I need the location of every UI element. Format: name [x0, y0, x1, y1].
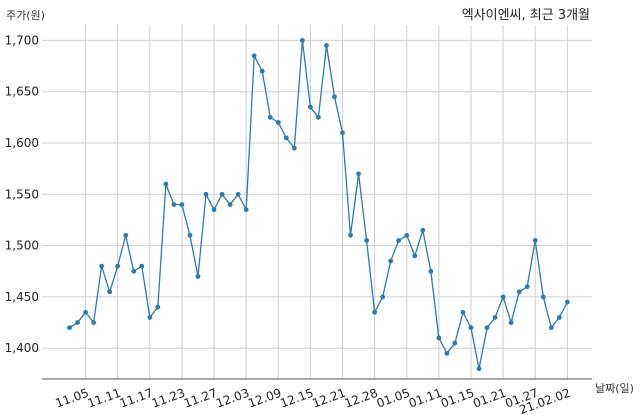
data-point	[556, 315, 562, 320]
data-point	[460, 309, 466, 315]
data-point	[227, 202, 233, 207]
data-point	[67, 325, 72, 331]
data-point	[492, 315, 498, 320]
data-point	[548, 325, 554, 331]
data-point	[372, 309, 378, 315]
data-point	[99, 263, 105, 269]
y-tick-label: 1,700	[5, 33, 39, 47]
data-point	[139, 263, 145, 269]
y-tick-label: 1,500	[5, 239, 39, 253]
data-point	[436, 335, 442, 341]
data-point	[348, 232, 353, 238]
data-point	[484, 325, 490, 331]
data-point	[452, 340, 458, 346]
data-point	[532, 238, 538, 243]
data-point	[155, 304, 161, 310]
data-point	[259, 68, 265, 74]
data-point	[332, 94, 337, 100]
data-point	[524, 284, 530, 290]
price-line	[69, 39, 568, 370]
y-tick-label: 1,450	[5, 290, 39, 304]
chart-title: 엑사이엔씨, 최근 3개월	[462, 8, 590, 23]
data-point	[251, 53, 257, 59]
data-point	[299, 37, 305, 43]
price-series	[67, 37, 570, 372]
data-point	[219, 191, 225, 197]
data-point	[163, 181, 169, 187]
data-point	[564, 299, 570, 305]
data-point	[428, 268, 434, 274]
data-point	[275, 120, 281, 125]
data-point	[203, 191, 209, 197]
grid-lines	[42, 25, 592, 379]
data-point	[396, 238, 402, 243]
data-point	[123, 232, 129, 238]
data-point	[324, 43, 329, 48]
data-point	[516, 289, 522, 295]
data-point	[283, 135, 289, 141]
y-tick-label: 1,400	[5, 341, 39, 355]
data-point	[412, 253, 418, 259]
data-point	[195, 273, 201, 279]
data-point	[340, 130, 345, 136]
data-point	[508, 320, 514, 325]
x-axis-label: 날짜(일)	[595, 381, 634, 395]
data-point	[131, 268, 137, 274]
y-tick-label: 1,600	[5, 136, 39, 150]
data-point	[171, 202, 177, 207]
data-point	[179, 202, 185, 207]
data-point	[468, 325, 474, 331]
data-point	[356, 171, 361, 177]
data-point	[444, 350, 450, 356]
y-axis: 1,400 1,450 1,500 1,550 1,600 1,650 1,700	[5, 33, 39, 355]
data-point	[267, 114, 273, 120]
data-point	[380, 294, 386, 300]
data-point	[388, 258, 394, 264]
y-tick-label: 1,550	[5, 187, 39, 201]
data-point	[91, 320, 96, 325]
y-axis-label: 주가(원)	[6, 9, 45, 22]
data-point	[75, 320, 80, 325]
data-point	[364, 238, 370, 243]
data-point	[291, 145, 297, 151]
data-point	[211, 207, 217, 213]
data-point	[500, 294, 506, 300]
data-point	[147, 315, 153, 320]
data-point	[107, 289, 113, 295]
data-point	[476, 366, 482, 372]
data-point	[316, 114, 321, 120]
data-point	[235, 191, 241, 197]
y-tick-label: 1,650	[5, 85, 39, 99]
data-point	[83, 309, 88, 315]
data-point	[404, 232, 410, 238]
data-point	[420, 227, 426, 233]
x-axis: 11.0511.1111.1711.2311.2712.0312.0912.15…	[42, 378, 592, 417]
data-point	[308, 104, 313, 110]
data-point	[115, 263, 121, 269]
data-point	[187, 232, 193, 238]
data-point	[540, 294, 546, 300]
data-point	[243, 207, 249, 213]
